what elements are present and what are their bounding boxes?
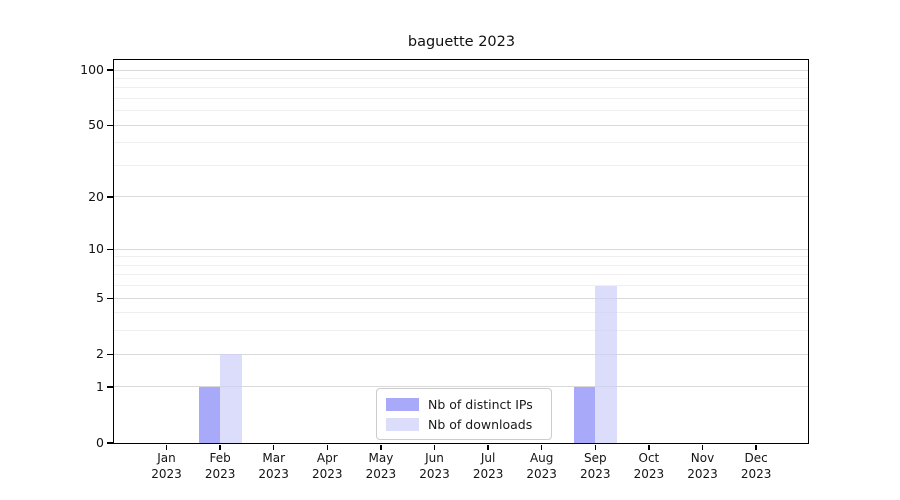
y-tick-label: 0: [96, 435, 104, 450]
y-tick-mark: [106, 124, 113, 126]
x-tick-label-apr: Apr 2023: [312, 451, 343, 481]
legend: Nb of distinct IPs Nb of downloads: [376, 388, 552, 440]
gridline-minor: [114, 110, 808, 112]
y-tick-mark: [106, 196, 113, 198]
y-tick-mark: [106, 297, 113, 299]
gridline-major: [114, 297, 808, 299]
gridline-minor: [114, 312, 808, 314]
y-tick-mark: [106, 353, 113, 355]
bar-downloads-feb: [220, 354, 242, 443]
gridline-major: [114, 386, 808, 388]
legend-swatch-distinct-ips: [386, 397, 419, 411]
y-tick-label: 5: [96, 290, 104, 306]
legend-item-distinct-ips: Nb of distinct IPs: [386, 396, 542, 412]
legend-swatch-downloads: [386, 417, 419, 431]
plot-area: Nb of distinct IPs Nb of downloads 0 1 2 5 1…: [80, 59, 809, 481]
x-tick-label-jun: Jun 2023: [419, 451, 450, 481]
gridline-minor: [114, 256, 808, 258]
chart-title: baguette 2023: [407, 34, 516, 50]
y-tick-mark: [106, 248, 113, 250]
x-tick-label-mar: Mar 2023: [258, 451, 289, 481]
bar-distinct-ips-feb: [198, 386, 221, 443]
x-tick-mark: [541, 444, 543, 450]
x-tick-mark: [326, 444, 328, 450]
legend-label-downloads: Nb of downloads: [428, 416, 533, 432]
y-tick-mark: [106, 442, 113, 444]
x-tick-mark: [701, 444, 704, 450]
gridline-major: [114, 69, 808, 71]
y-tick-label: 10: [88, 241, 104, 257]
x-tick-label-may: May 2023: [365, 451, 397, 481]
x-tick-mark: [219, 444, 221, 450]
x-tick-label-sep: Sep 2023: [580, 451, 611, 481]
x-tick-mark: [165, 444, 168, 450]
gridline-major: [114, 196, 808, 198]
x-tick-label-feb: Feb 2023: [204, 451, 236, 481]
gridline-major: [114, 353, 808, 355]
gridline-minor: [114, 274, 808, 276]
gridline-minor: [114, 264, 808, 266]
x-tick-label-aug: Aug 2023: [526, 451, 557, 481]
gridline-minor: [114, 164, 808, 166]
x-tick-mark: [594, 444, 596, 450]
bar-distinct-ips-sep: [573, 386, 596, 443]
legend-item-downloads: Nb of downloads: [386, 416, 542, 432]
gridline-minor: [114, 97, 808, 99]
gridline-minor: [114, 285, 808, 287]
gridline-major: [114, 248, 808, 250]
gridline-minor: [114, 77, 808, 79]
gridline-minor: [114, 87, 808, 89]
x-tick-label-nov: Nov 2023: [687, 451, 718, 481]
x-tick-mark: [487, 444, 489, 450]
x-tick-label-jul: Jul 2023: [472, 451, 504, 481]
y-tick-label: 50: [88, 117, 104, 133]
gridline-minor: [114, 142, 808, 144]
x-tick-mark: [380, 444, 382, 450]
x-tick-mark: [755, 444, 757, 450]
x-tick-label-jan: Jan 2023: [151, 451, 182, 481]
x-tick-label-dec: Dec 2023: [740, 451, 772, 481]
x-tick-mark: [273, 444, 275, 450]
x-tick-label-oct: Oct 2023: [633, 451, 665, 481]
legend-label-distinct-ips: Nb of distinct IPs: [428, 396, 533, 412]
y-tick-label: 100: [80, 62, 104, 77]
y-tick-mark: [106, 386, 113, 388]
y-tick-label: 1: [96, 378, 104, 394]
x-tick-mark: [648, 444, 650, 450]
bar-downloads-sep: [595, 285, 617, 443]
gridline-minor: [114, 330, 808, 332]
y-tick-label: 2: [96, 346, 104, 362]
x-tick-mark: [433, 444, 436, 450]
gridline-major: [114, 124, 808, 126]
y-tick-mark: [106, 69, 113, 71]
y-tick-label: 20: [88, 188, 104, 204]
